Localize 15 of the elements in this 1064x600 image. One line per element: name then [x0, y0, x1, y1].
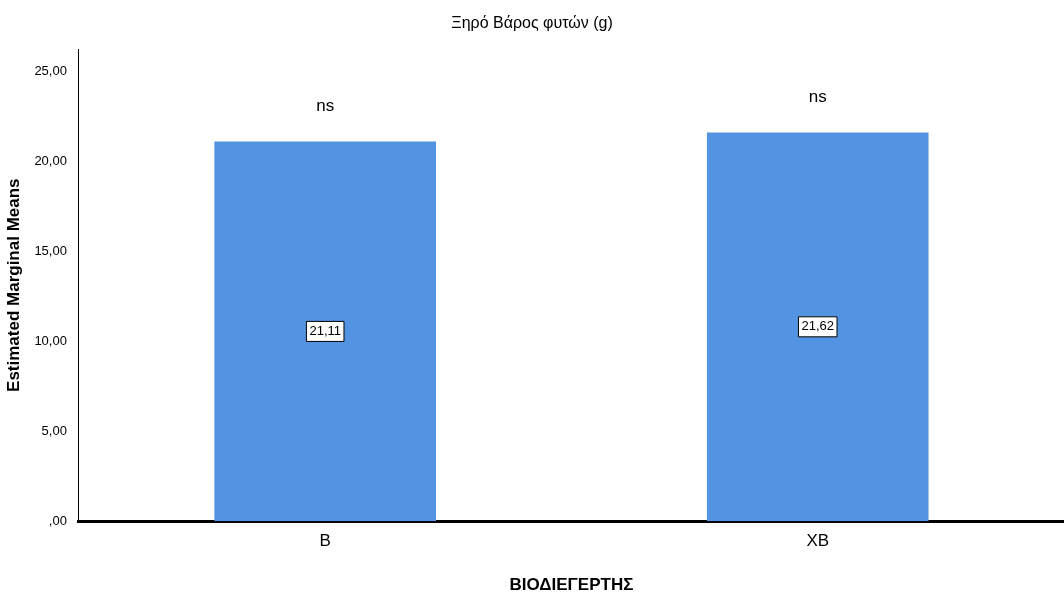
- data-label: 21,11: [309, 322, 341, 338]
- y-tick-label: 10,00: [34, 332, 67, 348]
- chart-title: Ξηρό Βάρος φυτών (g): [451, 14, 613, 32]
- annotation: ns: [316, 96, 335, 116]
- y-tick-label: 5,00: [41, 422, 67, 438]
- y-tick-label: 15,00: [34, 243, 67, 259]
- x-tick-label: B: [319, 531, 331, 551]
- data-label: 21,62: [801, 318, 835, 334]
- x-tick-label: XB: [806, 531, 830, 551]
- y-tick-label: 20,00: [34, 153, 67, 169]
- x-axis-title: ΒΙΟΔΙΕΓΕΡΤΗΣ: [509, 575, 634, 595]
- annotation: ns: [808, 87, 827, 107]
- y-tick-label: ,00: [48, 512, 67, 528]
- y-axis-title: Estimated Marginal Means: [3, 178, 23, 392]
- y-tick-label: 25,00: [34, 63, 67, 79]
